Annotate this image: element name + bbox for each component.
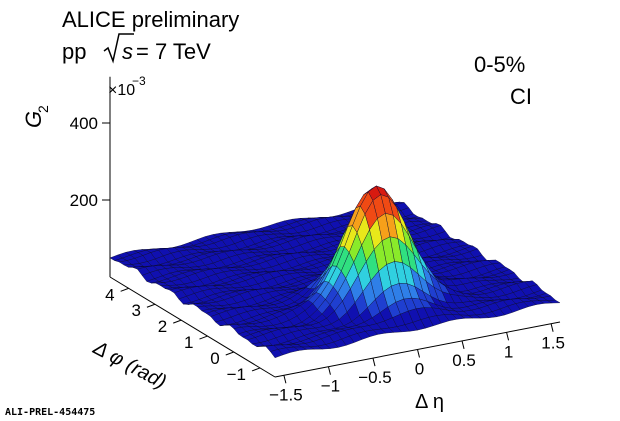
- z-scale-exponent: −3: [132, 74, 146, 88]
- x-tick-label: −1: [321, 377, 340, 396]
- y-tick: [199, 335, 208, 340]
- z-axis-title-sub: 2: [35, 105, 51, 113]
- y-tick: [120, 287, 129, 292]
- component-label: CI: [510, 84, 532, 109]
- x-axis-title: Δ η: [415, 391, 444, 413]
- y-axis-title: Δ φ (rad): [89, 337, 170, 394]
- x-tick: [550, 323, 554, 332]
- x-tick-label: 0: [415, 360, 424, 379]
- x-tick-label: 1.5: [541, 334, 565, 353]
- x-tick-label: −0.5: [358, 368, 392, 387]
- x-tick: [417, 349, 420, 358]
- x-tick-label: 1: [504, 342, 513, 361]
- surface-cell: [546, 299, 561, 304]
- z-tick-label: 400: [70, 114, 98, 133]
- y-tick-label: 1: [184, 333, 193, 352]
- sqrt-s-label: s: [122, 39, 133, 64]
- z-scale-note: ×10: [108, 82, 135, 99]
- y-tick-label: 4: [105, 285, 114, 304]
- x-tick: [372, 357, 376, 367]
- y-tick-label: −1: [227, 365, 246, 384]
- centrality-label: 0-5%: [474, 52, 525, 77]
- y-tick: [146, 303, 156, 308]
- x-tick-label: −1.5: [269, 385, 303, 404]
- x-tick: [506, 332, 510, 341]
- z-axis-title: G 2: [21, 105, 51, 128]
- x-tick: [461, 340, 465, 350]
- sqrt-symbol: [103, 33, 134, 64]
- y-axis-line: [109, 276, 276, 378]
- energy-label: = 7 TeV: [136, 39, 211, 64]
- system-label: pp: [62, 39, 86, 64]
- z-tick-label: 200: [70, 191, 98, 210]
- z-axis-title-main: G: [21, 111, 46, 128]
- x-tick: [283, 375, 287, 384]
- y-tick-label: 0: [210, 349, 219, 368]
- y-tick: [251, 367, 261, 372]
- figure-id: ALI-PREL-454475: [5, 407, 95, 418]
- y-tick-label: 2: [158, 317, 167, 336]
- experiment-label: ALICE preliminary: [62, 7, 239, 32]
- surface-plot: [109, 185, 561, 359]
- y-tick: [225, 351, 234, 356]
- y-tick-label: 3: [131, 301, 140, 320]
- x-tick: [327, 366, 331, 375]
- x-tick-label: 0.5: [452, 351, 476, 370]
- y-tick: [173, 319, 182, 324]
